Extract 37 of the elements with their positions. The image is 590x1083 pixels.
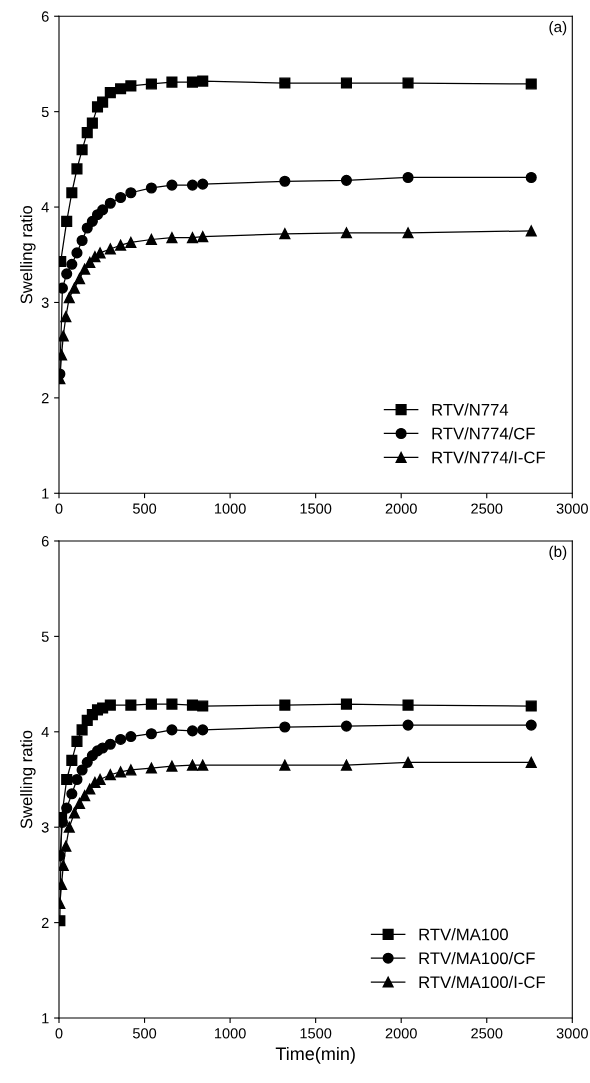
y-tick-label: 4 — [41, 202, 49, 213]
y-tick-label: 5 — [41, 631, 49, 642]
x-tick-label: 1500 — [300, 1028, 332, 1039]
x-tick-label: 500 — [132, 503, 157, 514]
y-tick-label: 6 — [41, 536, 49, 547]
y-tick-label: 4 — [41, 727, 49, 738]
x-tick-label: 1000 — [214, 1028, 246, 1039]
y-tick-label: 1 — [42, 1013, 49, 1024]
legend-label: RTV/N774 — [432, 403, 509, 416]
x-tick-label: 0 — [55, 1028, 63, 1039]
x-axis-title: Time(min) — [275, 1046, 355, 1064]
y-tick-label: 2 — [41, 917, 49, 928]
y-tick-label: 1 — [42, 488, 49, 499]
legend-label: RTV/N774/I-CF — [432, 451, 545, 464]
y-tick-label: 6 — [41, 11, 49, 22]
y-tick-label: 5 — [41, 106, 49, 118]
legend-label: RTV/MA100/CF — [419, 951, 535, 965]
x-tick-label: 2000 — [385, 503, 417, 514]
y-tick-label: 3 — [41, 822, 49, 833]
x-tick-label: 2500 — [471, 1028, 503, 1039]
x-tick-label: 3000 — [556, 1028, 588, 1039]
y-axis-title: Swelling ratio — [20, 205, 36, 304]
legend-label: RTV/MA100 — [419, 928, 508, 941]
y-tick-label: 3 — [41, 297, 49, 308]
x-tick-label: 0 — [55, 503, 63, 514]
annotation: (b) — [549, 545, 567, 560]
y-tick-label: 2 — [41, 392, 49, 404]
x-tick-label: 3000 — [556, 503, 588, 514]
legend-label: RTV/N774/CF — [432, 427, 535, 440]
legend-label: RTV/MA100/I-CF — [419, 975, 545, 989]
x-tick-label: 500 — [132, 1028, 157, 1039]
y-axis-title: Swelling ratio — [20, 730, 36, 829]
x-tick-label: 2000 — [385, 1028, 417, 1039]
x-tick-label: 1500 — [300, 503, 332, 514]
x-tick-label: 1000 — [214, 503, 246, 514]
x-tick-label: 2500 — [471, 503, 503, 514]
annotation: (a) — [549, 21, 567, 36]
